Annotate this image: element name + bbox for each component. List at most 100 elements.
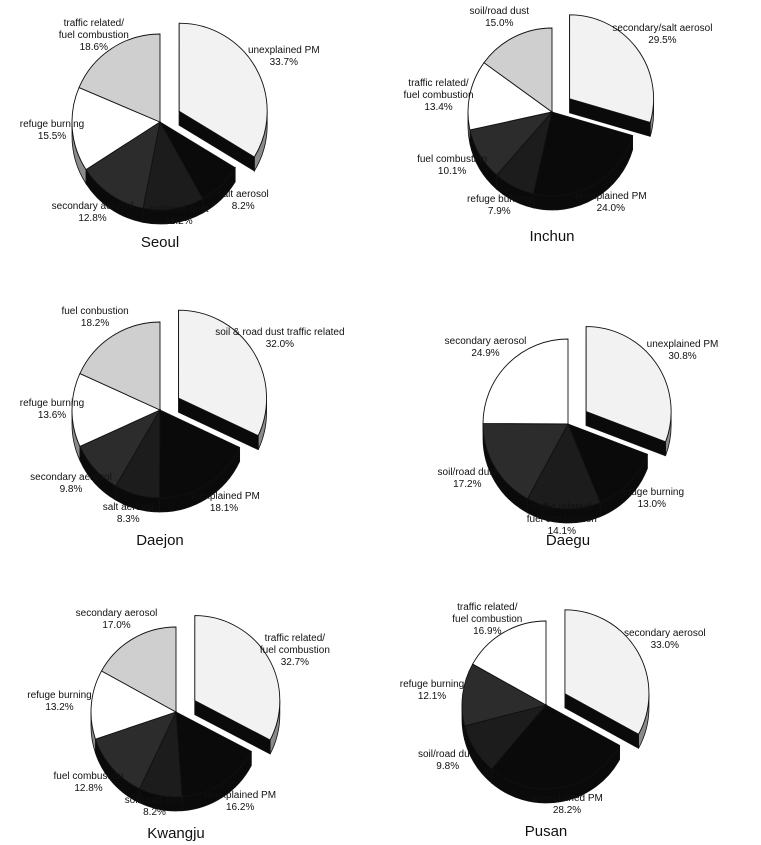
slice-name: soil/road dust — [470, 6, 529, 18]
slice-name: refuge burning — [27, 690, 92, 702]
slice-percent: 8.2% — [125, 807, 184, 819]
slice-percent: 16.2% — [204, 802, 276, 814]
slice-percent: 17.2% — [438, 479, 497, 491]
slice-name: traffic related/ fuel combustion — [452, 602, 522, 626]
slice-name: secondary aerosol — [52, 201, 134, 213]
slice-name: refuge burning — [400, 679, 465, 691]
slice-name: secondary aerosol — [30, 472, 112, 484]
pie-svg — [0, 282, 380, 562]
slice-name: soil/road dust — [125, 795, 184, 807]
slice-percent: 9.8% — [418, 761, 477, 773]
slice-name: secondary aerosol — [624, 628, 706, 640]
slice-name: fuel combustion — [417, 154, 487, 166]
slice-percent: 18.2% — [61, 318, 128, 330]
slice-percent: 13.4% — [403, 102, 473, 114]
city-title: Daejon — [136, 532, 184, 549]
slice-percent: 12.8% — [52, 213, 134, 225]
slice-name: refuge burning — [20, 398, 85, 410]
slice-percent: 18.6% — [59, 42, 129, 54]
slice-percent: 17.0% — [76, 620, 158, 632]
slice-name: traffic related/ fuel combustion — [527, 502, 597, 526]
slice-name: traffic related/ fuel combustion — [403, 78, 473, 102]
slice-name: unexplained PM — [575, 191, 647, 203]
city-title: Inchun — [529, 228, 574, 245]
slice-name: soil & road dust traffic related — [215, 327, 344, 339]
slice-percent: 12.1% — [400, 691, 465, 703]
slice-percent: 12.8% — [53, 783, 123, 795]
slice-percent: 18.1% — [188, 503, 260, 515]
slice-percent: 33.0% — [624, 640, 706, 652]
slice-percent: 9.8% — [30, 484, 112, 496]
slice-percent: 30.8% — [647, 351, 719, 363]
slice-name: salt aerosol — [218, 189, 269, 201]
slice-percent: 33.7% — [248, 57, 320, 69]
slice-percent: 13.6% — [20, 410, 85, 422]
slice-name: secondary aerosol — [76, 608, 158, 620]
slice-percent: 32.0% — [215, 339, 344, 351]
slice-percent: 15.0% — [470, 18, 529, 30]
slice-percent: 15.5% — [20, 131, 85, 143]
slice-name: fuel conbustion — [61, 306, 128, 318]
slice-name: soil/road dust — [438, 467, 497, 479]
slice-name: refuge burning — [467, 194, 532, 206]
slice-name: refuge burning — [20, 119, 85, 131]
city-title: Pusan — [525, 823, 568, 840]
slice-name: secondary/salt aerosol — [612, 23, 712, 35]
slice-name: fuel combustion — [53, 771, 123, 783]
slice-percent: 24.9% — [445, 348, 527, 360]
slice-name: secondary aerosol — [445, 336, 527, 348]
slice-name: soil/road dust — [149, 204, 208, 216]
slice-percent: 16.9% — [452, 626, 522, 638]
slice-percent: 8.2% — [218, 201, 269, 213]
slice-name: traffic related/ fuel combustion — [260, 633, 330, 657]
slice-percent: 10.1% — [417, 166, 487, 178]
slice-name: unexplained PM — [531, 793, 603, 805]
slice-percent: 13.2% — [27, 702, 92, 714]
slice-percent: 29.5% — [612, 35, 712, 47]
slice-percent: 11.2% — [149, 216, 208, 228]
slice-name: soil/road dust — [418, 749, 477, 761]
slice-name: unexplained PM — [248, 45, 320, 57]
slice-percent: 13.0% — [620, 499, 685, 511]
slice-name: unexplained PM — [647, 339, 719, 351]
city-title: Daegu — [546, 532, 590, 549]
slice-name: salt aerosol — [103, 502, 154, 514]
slice-name: traffic related/ fuel combustion — [59, 18, 129, 42]
